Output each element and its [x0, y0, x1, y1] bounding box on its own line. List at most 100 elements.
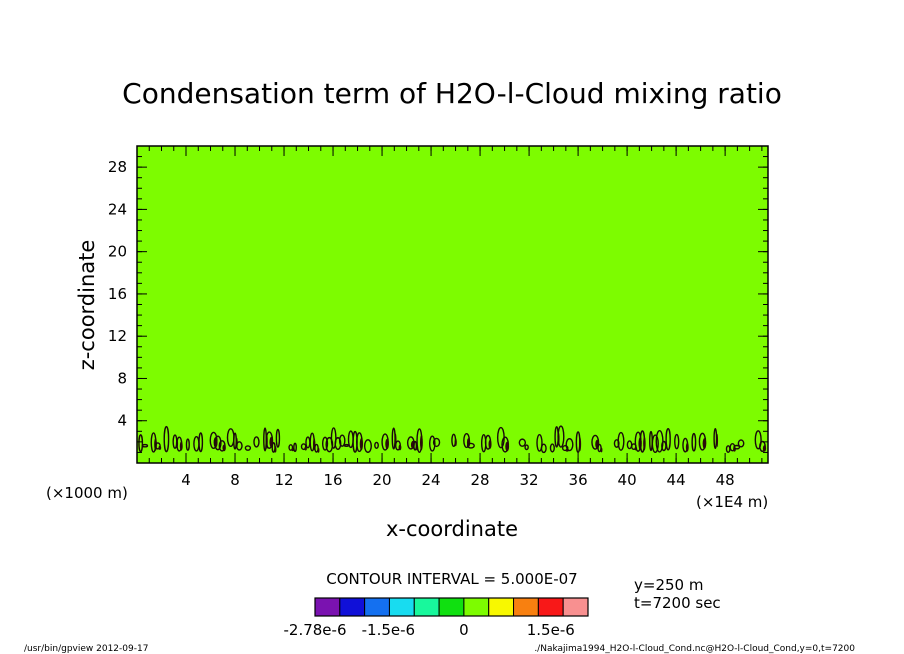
- cloud-contour-core: [454, 438, 457, 447]
- colorbar-swatch: [413, 597, 440, 617]
- cloud-contour: [674, 433, 680, 450]
- colorbar-swatch: [339, 597, 366, 617]
- cloud-contour: [321, 436, 329, 451]
- cloud-contour: [300, 443, 307, 451]
- cloud-contour-core: [304, 446, 307, 451]
- cloud-contour: [288, 444, 294, 451]
- cloud-contour: [214, 435, 222, 451]
- cloud-contour: [557, 425, 565, 448]
- y-tick-label: 4: [117, 412, 127, 430]
- cloud-contour: [737, 439, 745, 448]
- cloud-contour-core: [702, 438, 707, 450]
- cloud-contour: [244, 445, 252, 451]
- x-tick-label: 36: [569, 471, 588, 489]
- colorbar-swatch: [488, 597, 515, 617]
- colorbar-swatch: [364, 597, 390, 617]
- x-tick-label: 40: [618, 471, 637, 489]
- cloud-contour: [540, 443, 547, 454]
- x-tick-label: 16: [323, 471, 342, 489]
- cloud-contour: [374, 441, 379, 449]
- cloud-contour: [565, 437, 574, 452]
- colorbar: [314, 597, 589, 617]
- x-tick-label: 8: [230, 471, 240, 489]
- cloud-contour: [253, 436, 260, 448]
- cloud-contour: [429, 435, 436, 452]
- cloud-contour-core: [419, 434, 423, 451]
- cloud-contour: [141, 443, 149, 448]
- colorbar-swatch: [562, 597, 589, 617]
- colorbar-swatch: [513, 597, 539, 617]
- cloud-contour: [235, 441, 243, 451]
- cloud-contour: [198, 432, 204, 453]
- cloud-contour-core: [643, 436, 646, 451]
- footer-left: /usr/bin/gpview 2012-09-17: [24, 644, 148, 654]
- x-tick-label: 12: [274, 471, 293, 489]
- cloud-contour: [413, 440, 418, 451]
- plot-field: [137, 146, 768, 463]
- info-y: y=250 m: [634, 576, 703, 594]
- cloud-contour: [163, 425, 170, 453]
- x-tick-label: 20: [373, 471, 392, 489]
- cloud-contour-core: [222, 444, 226, 452]
- x-tick-label: 4: [181, 471, 191, 489]
- cloud-contour-core: [488, 439, 492, 449]
- cloud-contour-core: [685, 442, 689, 452]
- cloud-contours: [138, 425, 767, 454]
- cloud-contour-core: [579, 437, 582, 451]
- colorbar-swatch: [388, 597, 415, 617]
- cloud-contour: [536, 433, 543, 452]
- cloud-contour: [275, 428, 281, 448]
- colorbar-ticks: -2.78e-6 -1.5e-6 0 1.5e-6: [284, 621, 575, 639]
- colorbar-tick-label: -1.5e-6: [362, 621, 415, 639]
- cloud-contour: [549, 443, 555, 453]
- y-axis-label: z-coordinate: [75, 240, 99, 371]
- colorbar-tick-label: -2.78e-6: [284, 621, 347, 639]
- x-tick-label: 24: [422, 471, 441, 489]
- colorbar-tick-label: 0: [459, 621, 469, 639]
- cloud-contour: [185, 438, 190, 451]
- cloud-contour: [338, 434, 346, 447]
- cloud-contour-core: [158, 445, 162, 450]
- cloud-contour: [233, 432, 237, 450]
- cloud-contour-core: [274, 446, 277, 453]
- cloud-contour: [713, 427, 718, 449]
- cloud-contour-core: [179, 441, 183, 451]
- x-axis-label: x-coordinate: [386, 517, 518, 541]
- colorbar-frame: [314, 597, 589, 617]
- cloud-contour: [651, 434, 659, 454]
- y-tick-label: 28: [108, 158, 127, 176]
- cloud-contour-core: [716, 433, 719, 448]
- y-tick-label: 8: [117, 369, 127, 387]
- y-tick-label: 20: [108, 243, 127, 261]
- colorbar-swatch: [537, 597, 564, 617]
- x-tick-label: 44: [667, 471, 686, 489]
- cloud-contour: [154, 442, 161, 450]
- x-tick-label: 32: [520, 471, 539, 489]
- contour-interval-label: CONTOUR INTERVAL = 5.000E-07: [326, 570, 577, 588]
- cloud-contour-core: [600, 447, 603, 453]
- colorbar-swatch: [463, 597, 490, 617]
- x-axis: 4 8 12 16 20 24 28 32 36 40 44 48: [148, 146, 763, 489]
- cloud-contour-core: [359, 437, 363, 451]
- footer-right: ./Nakajima1994_H2O-l-Cloud_Cond.nc@H2O-l…: [534, 644, 855, 654]
- cloud-contour: [334, 437, 342, 450]
- cloud-contour: [432, 437, 441, 448]
- x-scale-note-right: (×1E4 m): [696, 493, 768, 511]
- cloud-contour-core: [505, 441, 510, 452]
- x-tick-label: 48: [716, 471, 735, 489]
- cloud-contour-core: [398, 444, 402, 451]
- y-tick-label: 16: [108, 285, 127, 303]
- y-axis: 4 8 12 16 20 24 28: [108, 145, 768, 464]
- chart-title: Condensation term of H2O-l-Cloud mixing …: [122, 77, 782, 110]
- colorbar-swatch: [314, 597, 341, 617]
- colorbar-swatch: [438, 597, 465, 617]
- info-t: t=7200 sec: [634, 594, 721, 612]
- cloud-contour: [691, 432, 697, 452]
- cloud-contour: [518, 438, 527, 447]
- cloud-contour: [293, 442, 297, 453]
- cloud-contour: [363, 439, 372, 453]
- cloud-contour: [665, 427, 671, 451]
- colorbar-tick-label: 1.5e-6: [527, 621, 575, 639]
- cloud-contour-core: [762, 445, 767, 452]
- x-scale-note-left: (×1000 m): [46, 484, 128, 502]
